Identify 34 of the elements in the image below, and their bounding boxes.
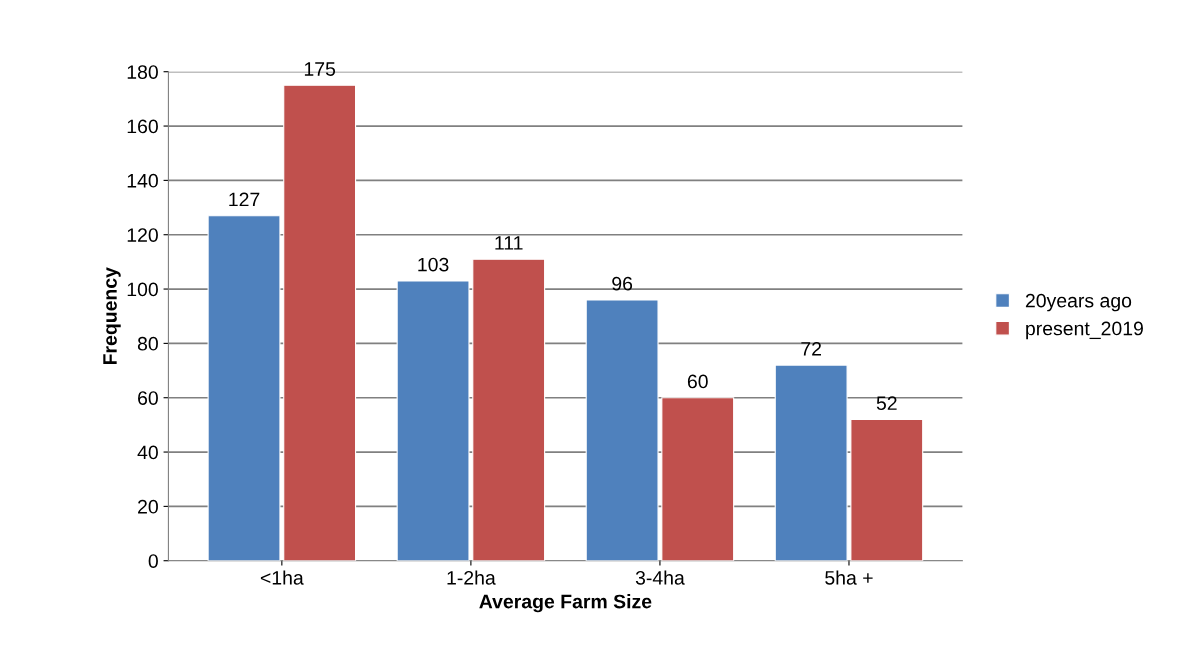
y-tick-label: 180 [127,65,158,79]
y-tick-label: 80 [137,336,158,351]
y-tick-label: 20 [138,499,158,514]
bar [774,364,848,561]
data-label: 72 [801,341,821,356]
bar [661,397,735,561]
y-tick-label: 140 [127,173,158,188]
bar [472,258,546,561]
bar [850,418,924,561]
bar [585,299,659,561]
bar [283,84,357,561]
data-label: 52 [876,396,897,411]
legend-label: present_2019 [1026,321,1143,340]
bar [396,280,470,561]
data-label: 103 [418,257,449,272]
y-tick-label: 120 [127,228,158,242]
x-axis-title: Average Farm Size [479,594,652,613]
data-label: 111 [495,236,523,250]
legend-label: 20years ago [1025,293,1132,312]
y-tick-label: 0 [148,554,158,568]
y-tick-label: 100 [127,282,158,297]
bar [207,215,281,561]
x-tick-label: 3-4ha [635,570,685,585]
y-axis-title: Frequency [103,267,121,365]
data-label: 96 [612,276,633,291]
x-tick-label: 1-2ha [447,570,496,585]
y-tick-label: 40 [137,445,158,460]
data-label: 127 [229,192,260,207]
data-label: 60 [687,374,708,389]
y-tick-label: 160 [127,119,158,134]
data-label: 175 [304,62,336,76]
x-tick-label: <1ha [260,570,304,585]
y-tick-label: 60 [138,391,158,405]
x-tick-label: 5ha + [825,570,873,585]
